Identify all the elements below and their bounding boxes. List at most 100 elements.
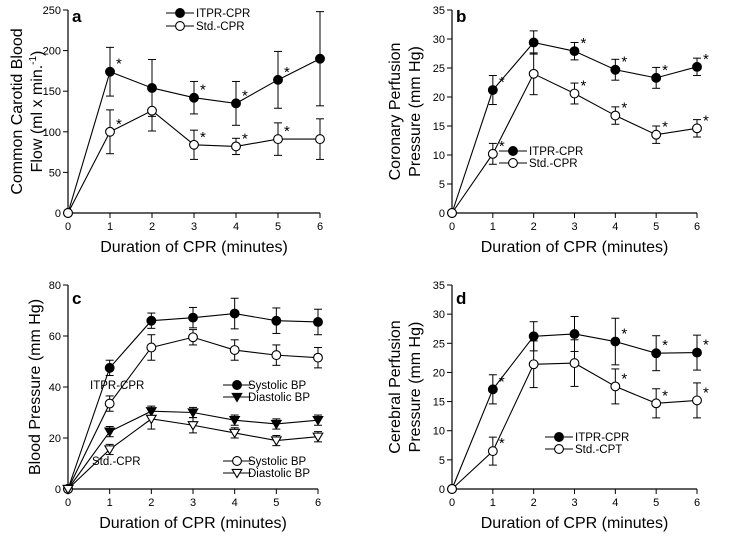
x-tick-label: 4 xyxy=(232,497,238,509)
data-point xyxy=(104,362,115,373)
significance-star: * xyxy=(499,373,505,390)
legend-marker xyxy=(232,380,242,390)
legend-label: Diastolic BP xyxy=(248,468,310,480)
significance-star: * xyxy=(703,337,709,354)
legend-label: ITPR-CPR xyxy=(196,8,250,20)
panel-d: 0 1 2 3 4 5 6 0 5 10 15 20 25 30 35 d Duration of CPR (m… xyxy=(387,280,709,532)
data-point xyxy=(231,141,241,152)
y-tick-label: 80 xyxy=(49,280,61,292)
significance-star: * xyxy=(284,123,290,140)
y-axis-title-line: Common Carotid Blood xyxy=(9,28,26,194)
x-tick-label: 2 xyxy=(148,497,154,509)
data-point xyxy=(487,148,498,159)
x-axis-title: Duration of CPR (minutes) xyxy=(100,239,288,256)
y-tick-label: 150 xyxy=(43,86,61,98)
x-tick-label: 2 xyxy=(149,221,155,233)
legend-group-label: ITPR-CPR xyxy=(90,380,144,392)
data-point xyxy=(447,208,457,218)
series-2: * * * * xyxy=(447,339,709,494)
data-point xyxy=(313,317,323,327)
significance-star: * xyxy=(284,64,290,81)
data-point xyxy=(270,436,283,447)
legend-label: Systolic BP xyxy=(248,380,306,392)
y-axis-title: Blood Pressure (mm Hg) xyxy=(27,299,44,475)
significance-star: * xyxy=(621,370,627,387)
y-tick-label: 25 xyxy=(433,63,445,75)
x-axis-title: Duration of CPR (minutes) xyxy=(481,515,669,532)
legend-marker xyxy=(508,146,518,156)
legend-label: Std.-CPR xyxy=(196,21,245,33)
data-point xyxy=(610,381,621,392)
data-point xyxy=(62,484,74,495)
data-point xyxy=(692,347,702,358)
y-tick-label: 20 xyxy=(49,433,61,445)
data-point xyxy=(105,126,115,137)
x-tick-label: 5 xyxy=(273,497,279,509)
series-2: * * * * xyxy=(63,89,325,218)
data-point xyxy=(312,415,324,426)
y-tick-label: 15 xyxy=(433,397,445,409)
y-axis-title-line: Cerebral Perfusion xyxy=(387,320,404,453)
significance-star: * xyxy=(242,130,248,147)
y-axis-title-superscript: -1 xyxy=(28,56,39,65)
y-axis-title-line: ) xyxy=(29,51,46,56)
data-point xyxy=(189,139,199,150)
y-axis-title: Coronary Perfusion Pressure (mm Hg) xyxy=(387,43,424,181)
y-tick-label: 20 xyxy=(433,367,445,379)
data-point xyxy=(63,208,73,218)
x-tick-label: 3 xyxy=(571,497,577,509)
panel-letter: b xyxy=(456,7,466,26)
legend-marker xyxy=(231,468,243,479)
data-point xyxy=(528,37,539,48)
legend-marker xyxy=(554,444,564,454)
x-tick-label: 0 xyxy=(65,221,71,233)
x-tick-label: 0 xyxy=(65,497,71,509)
series-2 xyxy=(63,329,323,494)
significance-star: * xyxy=(116,56,122,73)
y-axis-title-line: Pressure (mm Hg) xyxy=(407,46,424,177)
x-tick-label: 2 xyxy=(531,497,537,509)
x-tick-label: 5 xyxy=(653,497,659,509)
panel-a: 0 1 2 3 4 5 6 0 50 100 150 200 250 a Duration of CPR (… xyxy=(9,5,325,256)
data-point xyxy=(271,350,282,361)
legend-marker xyxy=(175,8,185,18)
data-point xyxy=(146,342,157,353)
y-tick-label: 0 xyxy=(55,484,61,496)
series-4 xyxy=(62,408,324,495)
data-point xyxy=(228,415,241,426)
data-point xyxy=(187,421,199,431)
x-tick-label: 3 xyxy=(190,497,196,509)
data-point xyxy=(569,88,580,99)
legend-label: Std.-CPR xyxy=(529,158,578,170)
data-point xyxy=(315,53,325,64)
data-point xyxy=(273,74,283,85)
data-point xyxy=(692,61,702,72)
data-point xyxy=(145,414,158,425)
x-axis-title: Duration of CPR (minutes) xyxy=(481,239,669,256)
legend-marker xyxy=(175,21,185,31)
panel-b: 0 1 2 3 4 5 6 0 5 10 15 20 25 30 35 b Duration of CPR (m… xyxy=(387,5,709,256)
data-point xyxy=(273,134,283,145)
significance-star: * xyxy=(581,78,587,95)
y-axis-title-line: Coronary Perfusion xyxy=(387,43,404,181)
series-1: * * * * * xyxy=(447,30,709,218)
significance-star: * xyxy=(662,387,668,404)
data-point xyxy=(229,345,240,355)
legend-marker xyxy=(231,392,243,403)
y-tick-label: 250 xyxy=(43,5,61,17)
x-tick-label: 0 xyxy=(449,497,455,509)
data-point xyxy=(228,428,241,439)
data-point xyxy=(146,315,157,326)
significance-star: * xyxy=(662,337,668,354)
significance-star: * xyxy=(499,435,505,452)
x-tick-label: 3 xyxy=(191,221,197,233)
data-point xyxy=(105,66,115,77)
y-tick-label: 30 xyxy=(433,309,445,321)
data-point xyxy=(188,332,198,343)
y-tick-label: 35 xyxy=(433,280,445,292)
y-tick-label: 200 xyxy=(43,46,61,58)
data-point xyxy=(651,129,662,140)
data-point xyxy=(229,308,240,319)
significance-star: * xyxy=(116,116,122,133)
